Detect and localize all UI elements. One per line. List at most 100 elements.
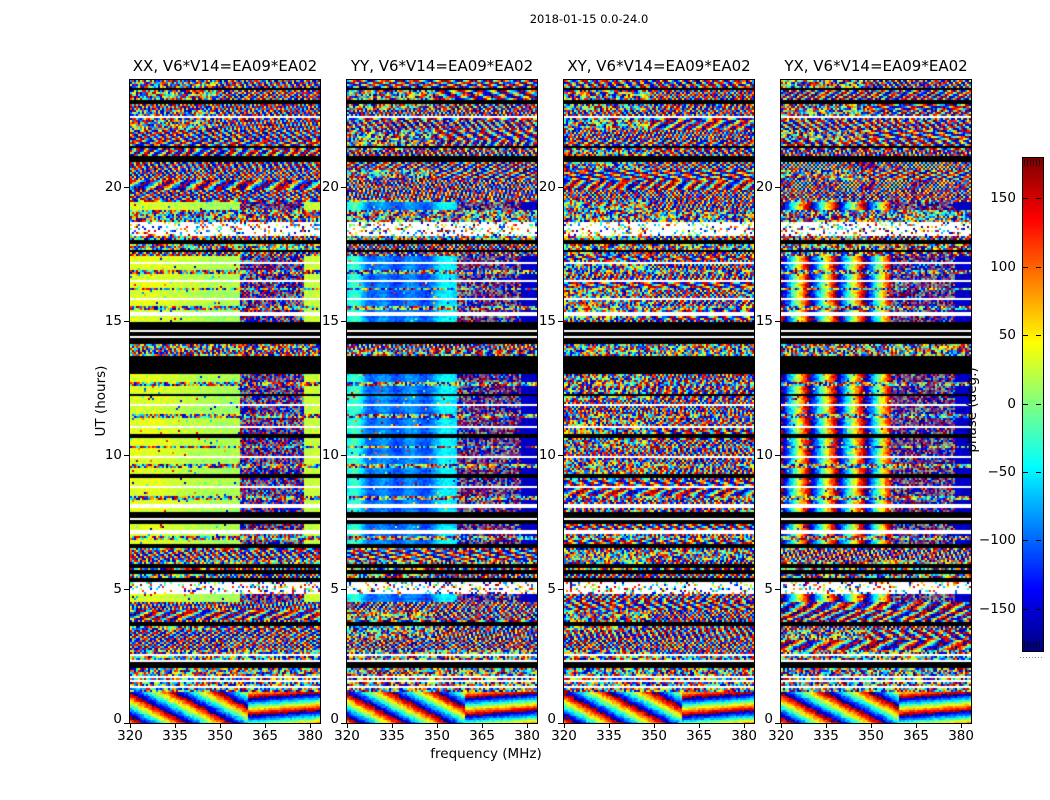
colorbar-tick-mark bbox=[1036, 403, 1041, 405]
x-tick-label: 365 bbox=[469, 728, 495, 744]
heatmap-xy bbox=[564, 80, 754, 723]
y-tick-label: 20 bbox=[321, 179, 339, 196]
x-tick-label: 380 bbox=[514, 728, 540, 744]
y-tick-mark bbox=[124, 723, 129, 724]
colorbar-tick-mark bbox=[1023, 608, 1028, 610]
colorbar-tick-mark bbox=[1036, 266, 1041, 268]
x-tick-label: 320 bbox=[117, 728, 143, 744]
y-tick-label: 5 bbox=[113, 581, 122, 598]
y-tick-mark bbox=[558, 321, 563, 323]
panel-yy bbox=[346, 79, 538, 724]
y-tick-mark bbox=[775, 455, 780, 457]
y-tick-mark bbox=[775, 589, 780, 591]
y-tick-mark bbox=[341, 187, 346, 189]
panel-xy bbox=[563, 79, 755, 724]
y-tick-label: 10 bbox=[104, 447, 122, 464]
y-tick-label: 5 bbox=[330, 581, 339, 598]
y-tick-mark bbox=[775, 321, 780, 323]
y-tick-mark bbox=[558, 723, 563, 724]
y-tick-label: 10 bbox=[538, 447, 556, 464]
x-tick-mark bbox=[310, 724, 312, 728]
colorbar-tick-label: −50 bbox=[987, 463, 1017, 480]
panel-title: XX, V6*V14=EA09*EA02 bbox=[132, 57, 318, 75]
y-tick-mark bbox=[558, 187, 563, 189]
y-tick-label: 0 bbox=[330, 711, 339, 727]
x-tick-label: 335 bbox=[379, 728, 405, 744]
x-tick-mark bbox=[564, 724, 565, 728]
y-axis-label: UT (hours) bbox=[93, 365, 109, 437]
x-tick-label: 350 bbox=[207, 728, 233, 744]
x-tick-mark bbox=[826, 724, 828, 728]
heatmap-yy bbox=[347, 80, 537, 723]
x-tick-mark bbox=[265, 724, 267, 728]
y-tick-label: 15 bbox=[104, 313, 122, 330]
colorbar-tick-mark bbox=[1036, 198, 1041, 200]
y-tick-label: 20 bbox=[538, 179, 556, 196]
x-tick-mark bbox=[781, 724, 782, 728]
x-tick-label: 335 bbox=[596, 728, 622, 744]
colorbar-tick-label: 50 bbox=[998, 327, 1016, 344]
x-tick-label: 320 bbox=[551, 728, 577, 744]
colorbar-tick-mark bbox=[1023, 198, 1028, 200]
x-tick-label: 350 bbox=[858, 728, 884, 744]
x-tick-mark bbox=[916, 724, 918, 728]
x-tick-label: 320 bbox=[334, 728, 360, 744]
colorbar-tick-label: −100 bbox=[978, 532, 1016, 549]
y-tick-label: 20 bbox=[755, 179, 773, 196]
y-tick-mark bbox=[341, 589, 346, 591]
x-tick-label: 335 bbox=[162, 728, 188, 744]
colorbar-tick-mark bbox=[1036, 335, 1041, 337]
y-tick-mark bbox=[124, 455, 129, 457]
x-tick-mark bbox=[437, 724, 439, 728]
colorbar-underline-dots bbox=[1020, 657, 1044, 658]
x-tick-mark bbox=[609, 724, 611, 728]
colorbar-tick-mark bbox=[1023, 266, 1028, 268]
figure-title: 2018-01-15 0.0-24.0 bbox=[529, 12, 649, 26]
x-axis-label: frequency (MHz) bbox=[430, 746, 542, 762]
colorbar-tick-mark bbox=[1036, 471, 1041, 473]
y-tick-label: 0 bbox=[113, 711, 122, 727]
x-tick-label: 365 bbox=[252, 728, 278, 744]
x-tick-mark bbox=[175, 724, 177, 728]
x-tick-mark bbox=[961, 724, 963, 728]
x-tick-mark bbox=[130, 724, 131, 728]
x-tick-mark bbox=[527, 724, 529, 728]
colorbar-label: phase (deg.) bbox=[964, 367, 980, 453]
x-tick-label: 380 bbox=[731, 728, 757, 744]
x-tick-label: 320 bbox=[768, 728, 794, 744]
y-tick-mark bbox=[558, 589, 563, 591]
y-tick-label: 10 bbox=[755, 447, 773, 464]
x-tick-mark bbox=[699, 724, 701, 728]
colorbar-tick-label: 0 bbox=[1007, 395, 1016, 412]
y-tick-label: 15 bbox=[538, 313, 556, 330]
x-tick-mark bbox=[392, 724, 394, 728]
panel-title: YX, V6*V14=EA09*EA02 bbox=[784, 57, 968, 75]
panel-xx bbox=[129, 79, 321, 724]
y-tick-mark bbox=[341, 321, 346, 323]
y-tick-mark bbox=[775, 187, 780, 189]
colorbar bbox=[1022, 157, 1044, 652]
y-tick-mark bbox=[124, 589, 129, 591]
colorbar-tick-label: 150 bbox=[990, 190, 1016, 207]
colorbar-tick-mark bbox=[1023, 540, 1028, 542]
panel-title: YY, V6*V14=EA09*EA02 bbox=[350, 57, 534, 75]
y-tick-label: 0 bbox=[764, 711, 773, 727]
colorbar-tick-mark bbox=[1036, 540, 1041, 542]
x-tick-label: 350 bbox=[641, 728, 667, 744]
y-tick-mark bbox=[124, 187, 129, 189]
colorbar-top-minor-ticks bbox=[1024, 159, 1040, 166]
x-tick-mark bbox=[220, 724, 222, 728]
x-tick-label: 365 bbox=[686, 728, 712, 744]
heatmap-xx bbox=[130, 80, 320, 723]
panel-title: XY, V6*V14=EA09*EA02 bbox=[567, 57, 751, 75]
colorbar-tick-mark bbox=[1036, 608, 1041, 610]
x-tick-label: 380 bbox=[948, 728, 974, 744]
y-tick-label: 0 bbox=[547, 711, 556, 727]
x-tick-label: 335 bbox=[813, 728, 839, 744]
y-tick-mark bbox=[341, 723, 346, 724]
y-tick-label: 5 bbox=[547, 581, 556, 598]
y-tick-label: 10 bbox=[321, 447, 339, 464]
x-tick-mark bbox=[482, 724, 484, 728]
x-tick-label: 350 bbox=[424, 728, 450, 744]
